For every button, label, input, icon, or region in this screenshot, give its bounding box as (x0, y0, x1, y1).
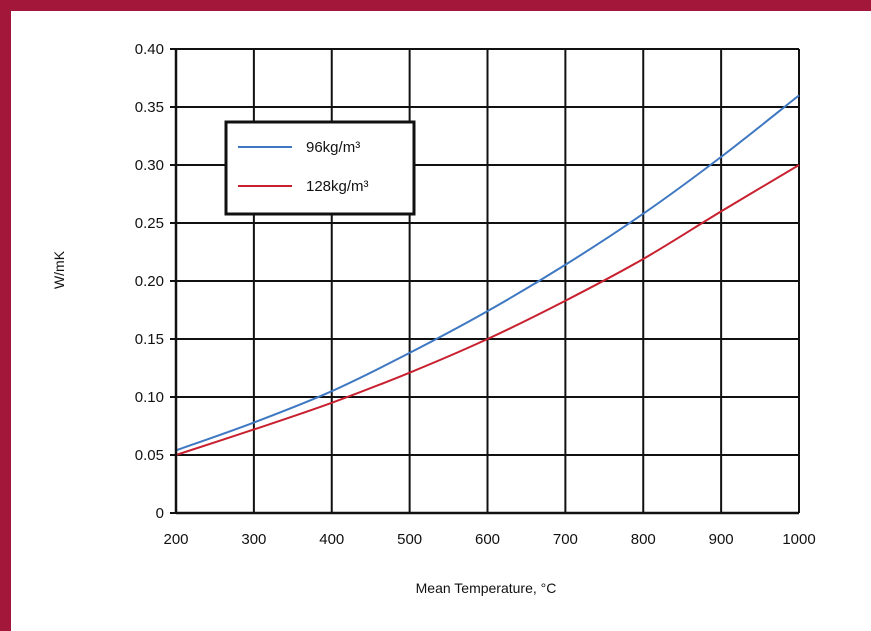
frame-top-bar (0, 0, 871, 11)
series-lines (175, 94, 800, 456)
x-tick-label-400: 400 (319, 531, 344, 548)
x-axis-title: Mean Temperature, °C (416, 580, 557, 596)
y-tick-label-5: 0.25 (135, 215, 164, 232)
x-tick-label-200: 200 (163, 531, 188, 548)
series-line-0 (175, 94, 800, 452)
y-tick-labels: 0 0.05 0.10 0.15 0.20 0.25 0.30 0.35 0.40 (135, 41, 164, 522)
y-axis-title: W/mK (51, 250, 67, 289)
grid-lines (170, 48, 800, 514)
series-line-1 (175, 164, 800, 456)
x-tick-labels: 200 300 400 500 600 700 800 900 1000 (163, 531, 815, 548)
y-tick-label-7: 0.35 (135, 99, 164, 116)
legend: 96kg/m³ 128kg/m³ (224, 120, 416, 216)
x-tick-label-900: 900 (709, 531, 734, 548)
y-tick-label-3: 0.15 (135, 331, 164, 348)
frame-left-bar (0, 0, 11, 631)
y-tick-label-0: 0 (156, 505, 164, 522)
x-tick-label-500: 500 (397, 531, 422, 548)
x-tick-label-1000: 1000 (782, 531, 815, 548)
legend-box (224, 120, 416, 216)
x-tick-label-300: 300 (241, 531, 266, 548)
legend-label-128: 128kg/m³ (306, 178, 369, 195)
x-tick-label-800: 800 (631, 531, 656, 548)
y-tick-label-4: 0.20 (135, 273, 164, 290)
x-tick-label-600: 600 (475, 531, 500, 548)
y-tick-label-6: 0.30 (135, 157, 164, 174)
x-tick-label-700: 700 (553, 531, 578, 548)
y-tick-label-2: 0.10 (135, 389, 164, 406)
legend-label-96: 96kg/m³ (306, 139, 360, 156)
y-tick-label-1: 0.05 (135, 447, 164, 464)
y-tick-label-8: 0.40 (135, 41, 164, 58)
axes (174, 49, 799, 515)
